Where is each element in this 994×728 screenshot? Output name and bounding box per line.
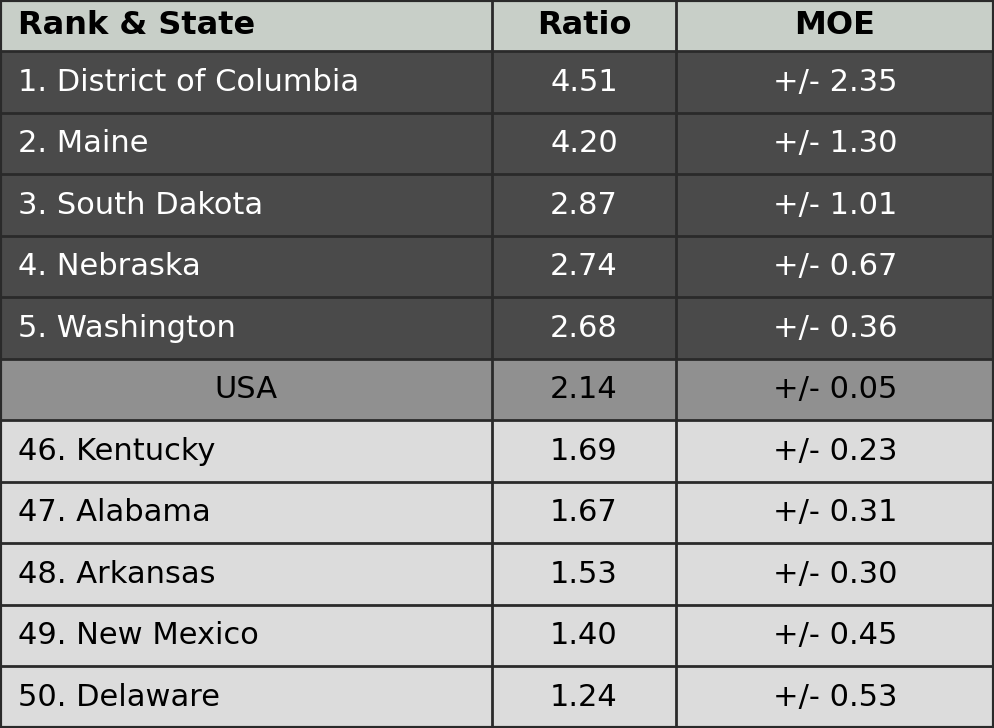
Text: +/- 0.53: +/- 0.53 xyxy=(772,683,898,712)
Text: 2.68: 2.68 xyxy=(550,314,618,343)
Text: +/- 1.01: +/- 1.01 xyxy=(772,191,898,220)
Text: 1. District of Columbia: 1. District of Columbia xyxy=(18,68,359,97)
Text: 50. Delaware: 50. Delaware xyxy=(18,683,220,712)
Bar xyxy=(0,113,994,175)
Text: 1.40: 1.40 xyxy=(550,621,618,650)
Text: +/- 0.36: +/- 0.36 xyxy=(772,314,898,343)
Bar xyxy=(0,482,994,544)
Text: MOE: MOE xyxy=(794,10,876,41)
Bar xyxy=(0,605,994,667)
Text: +/- 0.23: +/- 0.23 xyxy=(772,437,898,466)
Text: 2.14: 2.14 xyxy=(550,375,618,404)
Text: 1.53: 1.53 xyxy=(550,560,618,589)
Text: +/- 0.31: +/- 0.31 xyxy=(772,498,898,527)
Bar xyxy=(0,667,994,728)
Text: 4. Nebraska: 4. Nebraska xyxy=(18,252,201,281)
Text: 4.20: 4.20 xyxy=(550,130,618,158)
Text: 46. Kentucky: 46. Kentucky xyxy=(18,437,216,466)
Text: Rank & State: Rank & State xyxy=(18,10,255,41)
Bar xyxy=(0,52,994,113)
Text: 3. South Dakota: 3. South Dakota xyxy=(18,191,263,220)
Text: 2.74: 2.74 xyxy=(550,252,618,281)
Text: +/- 2.35: +/- 2.35 xyxy=(772,68,898,97)
Text: +/- 1.30: +/- 1.30 xyxy=(772,130,898,158)
Text: 48. Arkansas: 48. Arkansas xyxy=(18,560,216,589)
Text: Ratio: Ratio xyxy=(537,10,631,41)
Bar xyxy=(0,359,994,421)
Text: 49. New Mexico: 49. New Mexico xyxy=(18,621,258,650)
Text: 47. Alabama: 47. Alabama xyxy=(18,498,211,527)
Bar xyxy=(0,175,994,236)
Bar xyxy=(0,421,994,482)
Text: 5. Washington: 5. Washington xyxy=(18,314,236,343)
Text: +/- 0.67: +/- 0.67 xyxy=(772,252,898,281)
Text: 1.67: 1.67 xyxy=(550,498,618,527)
Text: USA: USA xyxy=(215,375,277,404)
Text: 4.51: 4.51 xyxy=(550,68,618,97)
Text: +/- 0.45: +/- 0.45 xyxy=(772,621,898,650)
Bar xyxy=(0,544,994,605)
Bar xyxy=(0,236,994,298)
Text: +/- 0.05: +/- 0.05 xyxy=(772,375,898,404)
Text: 2. Maine: 2. Maine xyxy=(18,130,148,158)
Text: +/- 0.30: +/- 0.30 xyxy=(772,560,898,589)
Text: 1.24: 1.24 xyxy=(550,683,618,712)
Text: 2.87: 2.87 xyxy=(550,191,618,220)
Text: 1.69: 1.69 xyxy=(550,437,618,466)
Bar xyxy=(0,298,994,359)
Bar xyxy=(0,0,994,52)
